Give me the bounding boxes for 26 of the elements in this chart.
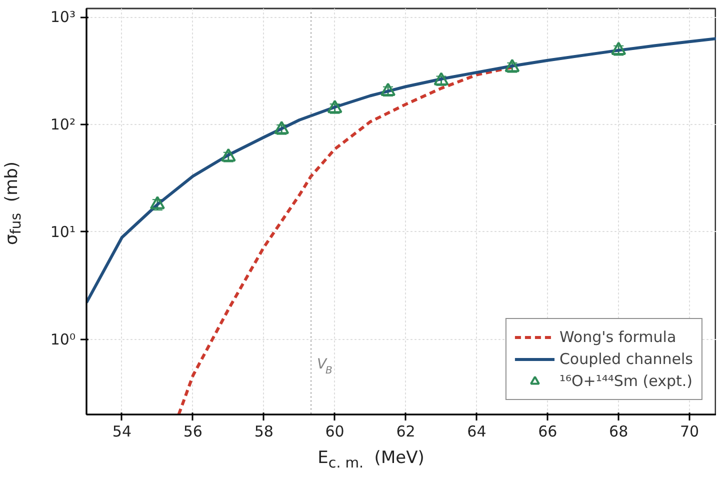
legend-label: ¹⁶O+¹⁴⁴Sm (expt.) (559, 372, 693, 390)
y-tick-label: 10⁰ (50, 330, 76, 348)
y-tick-label: 10¹ (50, 222, 76, 241)
x-tick-label: 54 (112, 422, 132, 440)
y-tick-label: 10³ (50, 8, 76, 26)
x-tick-label: 56 (183, 422, 202, 440)
x-tick-label: 66 (538, 422, 558, 440)
x-tick-label: 64 (467, 422, 486, 440)
line-series (86, 37, 716, 304)
point (434, 72, 449, 86)
x-tick-label: 60 (325, 422, 344, 440)
point (504, 58, 520, 72)
point (150, 196, 165, 210)
x-tick-label: 70 (680, 422, 700, 440)
point (220, 148, 236, 162)
legend-label: Wong's formula (559, 328, 676, 346)
x-axis-title: E$_{c. m.}$ (MeV) (316, 447, 426, 474)
y-tick-label: 10² (50, 115, 76, 134)
legend-label: Coupled channels (559, 350, 693, 368)
point (611, 42, 626, 56)
point (380, 82, 396, 96)
point (274, 120, 290, 134)
x-tick-label: 62 (396, 422, 416, 440)
x-tick-label: 58 (254, 422, 274, 440)
x-tick-label: 68 (609, 422, 628, 440)
point (327, 100, 342, 114)
